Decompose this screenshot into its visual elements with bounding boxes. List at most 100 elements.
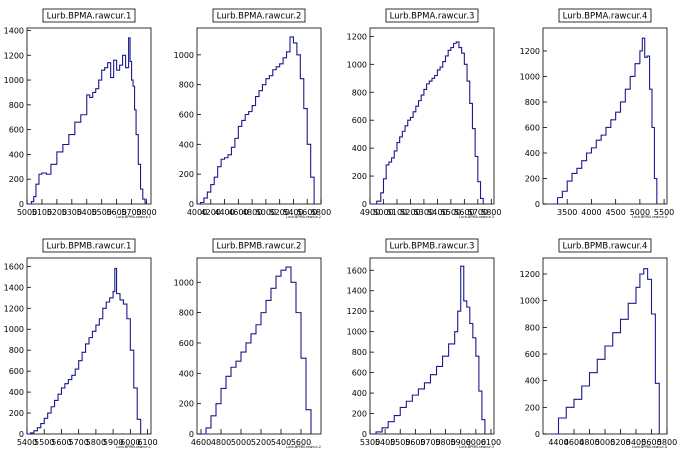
x-tick-label: 5600 <box>297 208 317 217</box>
x-tick-label: 5200 <box>269 208 289 217</box>
y-tick-label: 1600 <box>347 266 367 275</box>
x-tick-label: 5600 <box>51 438 71 447</box>
panel-title: Lurb.BPMA.rawcur.2 <box>217 12 302 22</box>
y-tick-label: 400 <box>9 150 24 159</box>
x-tick-label: 6100 <box>137 438 157 447</box>
histogram-line <box>550 268 660 435</box>
x-tick-label: 5000 <box>373 208 393 217</box>
histogram-panel-5: Lurb.BPMB.rawcur.1 0 200 400 600 800 1000 1200 1… <box>4 238 158 449</box>
x-tick-label: 4600 <box>564 438 584 447</box>
y-tick-label: 800 <box>9 101 24 110</box>
y-tick-label: 1400 <box>4 26 24 35</box>
histogram-panel-7: Lurb.BPMB.rawcur.3 0 200 400 600 800 1000 1200 1… <box>347 238 501 449</box>
y-tick-label: 1000 <box>4 76 24 85</box>
y-tick-label: 1200 <box>4 304 24 313</box>
x-axis-name: Lurb.BPMA.rawcur.2 <box>286 215 321 219</box>
plot-frame <box>26 257 152 435</box>
x-axis-name: Lurb.BPMB.rawcur.2 <box>286 445 321 449</box>
x-tick-label: 5500 <box>92 208 112 217</box>
x-tick-label: 5400 <box>17 438 37 447</box>
x-tick-label: 5500 <box>441 208 461 217</box>
y-tick-label: 200 <box>179 400 194 409</box>
title-box <box>212 8 306 23</box>
histogram-panel-8: Lurb.BPMB.rawcur.4 0 200 400 600 800 1000 1200 4… <box>520 238 677 449</box>
y-tick-label: 1000 <box>520 297 540 306</box>
x-tick-label: 5200 <box>251 438 271 447</box>
x-tick-label: 4800 <box>211 438 231 447</box>
y-tick-label: 1200 <box>520 270 540 279</box>
y-tick-label: 400 <box>179 140 194 149</box>
histogram-line <box>370 265 486 435</box>
x-axis-name: Lurb.BPMA.rawcur.4 <box>632 215 668 219</box>
panel-title: Lurb.BPMB.rawcur.3 <box>390 242 475 252</box>
x-tick-label: 5400 <box>271 438 291 447</box>
y-tick-label: 600 <box>525 350 540 359</box>
x-tick-label: 5000 <box>17 208 37 217</box>
y-tick-label: 0 <box>189 200 194 209</box>
y-tick-label: 800 <box>352 88 367 97</box>
panel-title: Lurb.BPMB.rawcur.4 <box>563 242 648 252</box>
panel-title: Lurb.BPMB.rawcur.2 <box>217 242 302 252</box>
x-tick-label: 5700 <box>68 438 88 447</box>
x-tick-label: 5000 <box>231 438 251 447</box>
x-tick-label: 5900 <box>451 438 471 447</box>
y-tick-label: 1000 <box>347 60 367 69</box>
x-tick-label: 5300 <box>62 208 82 217</box>
y-tick-label: 200 <box>9 175 24 184</box>
histogram-line <box>201 266 312 435</box>
x-tick-label: 5700 <box>121 208 141 217</box>
y-tick-label: 600 <box>9 126 24 135</box>
y-tick-label: 1200 <box>4 51 24 60</box>
x-axis-name: Lurb.BPMB.rawcur.3 <box>459 445 494 449</box>
histogram-panel-2: Lurb.BPMA.rawcur.20200400600800100040004… <box>174 8 331 219</box>
x-tick-label: 5900 <box>103 438 123 447</box>
x-tick-label: 5000 <box>630 208 650 217</box>
y-tick-label: 1400 <box>347 287 367 296</box>
y-tick-label: 800 <box>525 323 540 332</box>
y-tick-label: 200 <box>525 403 540 412</box>
histogram-panel-3: Lurb.BPMA.rawcur.3 0 200 400 600 800 1000 1200 4… <box>347 8 501 219</box>
x-tick-label: 4400 <box>214 208 234 217</box>
y-tick-label: 200 <box>179 170 194 179</box>
y-tick-label: 800 <box>525 98 540 107</box>
x-tick-label: 5600 <box>405 438 425 447</box>
x-axis-name: Lurb.BPMB.rawcur.4 <box>632 445 668 449</box>
x-axis-name: Lurb.BPMA.rawcur.3 <box>459 215 494 219</box>
y-tick-label: 1200 <box>520 47 540 56</box>
title-box <box>558 8 652 23</box>
y-tick-label: 1000 <box>4 325 24 334</box>
y-tick-label: 1000 <box>347 328 367 337</box>
y-tick-label: 600 <box>179 339 194 348</box>
x-tick-label: 4000 <box>187 208 207 217</box>
x-tick-label: 5300 <box>360 438 380 447</box>
x-tick-label: 5100 <box>387 208 407 217</box>
y-tick-label: 800 <box>179 81 194 90</box>
x-tick-label: 5400 <box>626 438 646 447</box>
x-tick-label: 5800 <box>86 438 106 447</box>
x-tick-label: 5500 <box>34 438 54 447</box>
y-tick-label: 400 <box>352 389 367 398</box>
plot-frame <box>26 27 152 205</box>
y-tick-label: 400 <box>179 369 194 378</box>
x-tick-label: 5600 <box>291 438 311 447</box>
y-tick-label: 600 <box>525 123 540 132</box>
x-tick-label: 5800 <box>435 438 455 447</box>
x-tick-label: 5200 <box>400 208 420 217</box>
y-tick-label: 200 <box>525 174 540 183</box>
x-tick-label: 5200 <box>47 208 67 217</box>
y-tick-label: 1200 <box>347 32 367 41</box>
x-tick-label: 4900 <box>360 208 380 217</box>
title-box <box>385 238 479 253</box>
x-tick-label: 5400 <box>427 208 447 217</box>
x-tick-label: 5000 <box>595 438 615 447</box>
y-tick-label: 1400 <box>4 283 24 292</box>
x-tick-label: 5700 <box>468 208 488 217</box>
y-tick-label: 1000 <box>174 51 194 60</box>
x-tick-label: 5100 <box>32 208 52 217</box>
plot-frame <box>196 257 322 435</box>
title-box <box>385 8 479 23</box>
histogram-line <box>197 36 315 205</box>
y-tick-label: 1000 <box>174 278 194 287</box>
x-tick-label: 5600 <box>641 438 661 447</box>
x-tick-label: 5200 <box>610 438 630 447</box>
